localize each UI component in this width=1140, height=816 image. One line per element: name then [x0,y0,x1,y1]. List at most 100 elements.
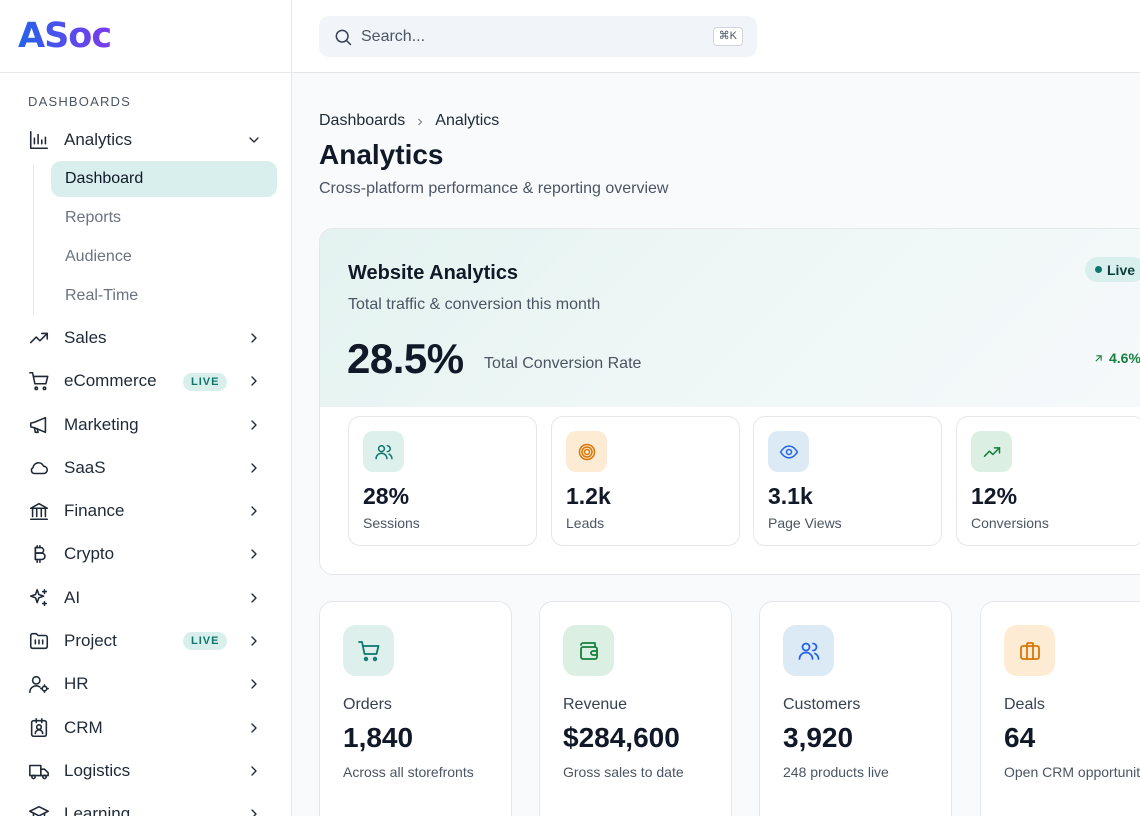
chevron-right-icon[interactable] [246,676,262,692]
breadcrumb-dashboards[interactable]: Dashboards [319,112,406,129]
chevron-right-icon[interactable] [246,460,262,476]
sidebar-item-label: Marketing [64,414,139,434]
stat-description: 248 products live [783,764,889,780]
sidebar-item-hr[interactable]: HR [0,663,291,706]
metric-card-leads[interactable]: 1.2k Leads [551,416,740,546]
sidebar-item-label: Logistics [64,760,131,780]
sidebar-item-ecommerce[interactable]: eCommerce LIVE [0,360,291,403]
metric-value: 1.2k [566,483,611,509]
logo-bar: ASoc [0,0,291,73]
chevron-right-icon[interactable] [246,373,262,389]
sidebar-item-ai[interactable]: AI [0,576,291,619]
sidebar-item-crm[interactable]: CRM [0,706,291,749]
sidebar-item-marketing[interactable]: Marketing [0,403,291,446]
live-status-badge: Live [1085,257,1140,282]
sidebar-item-crypto[interactable]: Crypto [0,533,291,576]
stat-card-orders[interactable]: Orders 1,840 Across all storefronts [319,601,512,816]
chevron-right-icon[interactable] [246,503,262,519]
sparkles-icon [28,587,50,609]
stat-label: Customers [783,696,861,713]
sidebar-item-saas[interactable]: SaaS [0,446,291,489]
target-icon [566,431,607,472]
live-dot-icon [1095,266,1102,273]
search-box[interactable]: ⌘K [319,16,757,57]
users-icon [363,431,404,472]
submenu-guide-line [33,165,34,316]
metric-card-page-views[interactable]: 3.1k Page Views [753,416,942,546]
stat-label: Revenue [563,696,628,713]
chevron-right-icon[interactable] [246,417,262,433]
sidebar-item-project[interactable]: Project LIVE [0,619,291,662]
chevron-right-icon [414,115,426,127]
sidebar-item-sales[interactable]: Sales [0,316,291,359]
chevron-right-icon[interactable] [246,806,262,816]
top-bar: ⌘K [292,0,1140,73]
submenu-item-real-time[interactable]: Real-Time [65,287,139,305]
stat-card-customers[interactable]: Customers 3,920 248 products live [759,601,952,816]
truck-icon [28,760,50,782]
submenu-item-audience[interactable]: Audience [65,248,132,266]
chevron-right-icon[interactable] [246,633,262,649]
breadcrumb-analytics: Analytics [435,112,500,129]
website-analytics-card: Website Analytics Total traffic & conver… [319,228,1140,575]
conversion-rate-label: Total Conversion Rate [484,355,642,372]
sidebar-item-label: Project [64,631,117,651]
chevron-down-icon[interactable] [246,132,262,148]
live-badge: LIVE [183,372,228,391]
chevron-right-icon[interactable] [246,590,262,606]
metric-card-sessions[interactable]: 28% Sessions [348,416,537,546]
analytics-submenu: Dashboard Reports Audience Real-Time [0,161,291,316]
conversion-rate-value: 28.5% [347,335,464,382]
chevron-right-icon[interactable] [246,720,262,736]
chevron-right-icon[interactable] [246,763,262,779]
live-badge: LIVE [183,632,228,651]
metric-value: 28% [363,483,410,509]
bank-icon [28,500,50,522]
cart-icon [28,370,50,392]
card-title: Website Analytics [348,262,519,284]
metric-label: Leads [566,515,605,531]
sidebar-item-label: AI [64,587,81,607]
stat-card-revenue[interactable]: Revenue $284,600 Gross sales to date [539,601,732,816]
sidebar-item-label: HR [64,674,89,694]
sidebar-item-analytics[interactable]: Analytics [0,118,291,161]
stat-description: Open CRM opportunities [1004,764,1140,780]
sidebar-item-finance[interactable]: Finance [0,489,291,532]
search-input[interactable] [361,27,701,46]
graduation-cap-icon [28,803,50,816]
sidebar: ASoc DASHBOARDS Analytics Dashboard Repo… [0,0,292,816]
chevron-right-icon[interactable] [246,330,262,346]
id-badge-icon [28,717,50,739]
trend-up-icon [971,431,1012,472]
sidebar-section-label: DASHBOARDS [28,94,132,109]
metric-label: Sessions [363,515,420,531]
sidebar-item-learning[interactable]: Learning [0,793,291,816]
live-label: Live [1107,261,1136,278]
sidebar-item-label: Analytics [64,129,133,149]
sidebar-item-label: Crypto [64,544,115,564]
sidebar-item-label: Learning [64,804,131,816]
metric-value: 3.1k [768,483,813,509]
arrow-up-right-icon [1095,354,1102,362]
search-icon [335,29,352,45]
wallet-icon [563,625,614,676]
stat-value: $284,600 [563,722,680,753]
metric-label: Page Views [768,515,842,531]
metric-card-conversions[interactable]: 12% Conversions [956,416,1140,546]
page-subtitle: Cross-platform performance & reporting o… [319,180,669,197]
trending-up-icon [28,327,50,349]
sidebar-item-logistics[interactable]: Logistics [0,749,291,792]
submenu-item-reports[interactable]: Reports [65,209,122,227]
trend-value: 4.6% [1109,350,1140,366]
stat-card-deals[interactable]: Deals 64 Open CRM opportunities [980,601,1140,816]
trend-indicator: 4.6% [1092,350,1140,366]
card-subtitle: Total traffic & conversion this month [348,296,601,313]
brand-logo[interactable]: ASoc [18,15,112,56]
submenu-item-dashboard[interactable]: Dashboard [51,161,277,198]
stat-value: 64 [1004,722,1036,753]
stat-label: Orders [343,696,392,713]
chevron-right-icon[interactable] [246,546,262,562]
stat-value: 3,920 [783,722,854,753]
stat-description: Gross sales to date [563,764,684,780]
bar-chart-icon [28,129,50,151]
